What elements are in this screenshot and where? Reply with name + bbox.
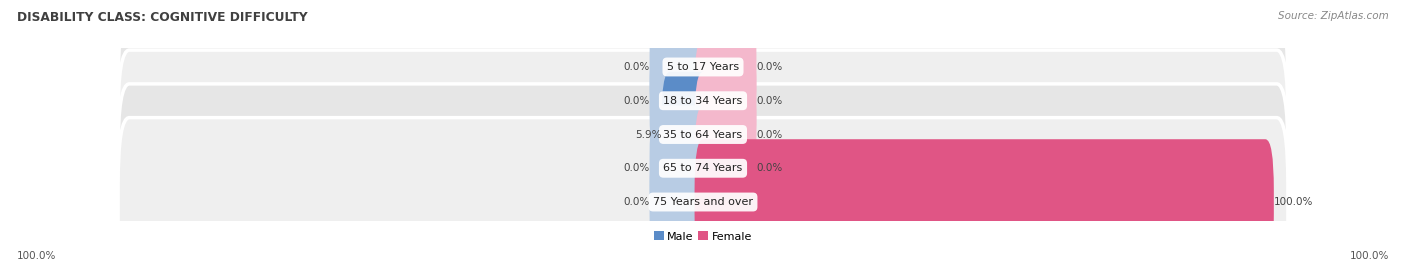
Text: 18 to 34 Years: 18 to 34 Years — [664, 96, 742, 106]
Text: 100.0%: 100.0% — [1350, 251, 1389, 261]
FancyBboxPatch shape — [118, 118, 1288, 269]
Text: 0.0%: 0.0% — [756, 62, 783, 72]
Text: 0.0%: 0.0% — [623, 163, 650, 173]
FancyBboxPatch shape — [661, 72, 711, 197]
Text: Source: ZipAtlas.com: Source: ZipAtlas.com — [1278, 11, 1389, 21]
FancyBboxPatch shape — [650, 139, 711, 265]
FancyBboxPatch shape — [695, 72, 756, 197]
Text: 5.9%: 5.9% — [636, 129, 661, 140]
FancyBboxPatch shape — [650, 38, 711, 164]
FancyBboxPatch shape — [695, 4, 756, 130]
Text: 5 to 17 Years: 5 to 17 Years — [666, 62, 740, 72]
Text: 0.0%: 0.0% — [756, 163, 783, 173]
FancyBboxPatch shape — [118, 16, 1288, 185]
Text: 75 Years and over: 75 Years and over — [652, 197, 754, 207]
FancyBboxPatch shape — [118, 0, 1288, 151]
Text: 0.0%: 0.0% — [756, 129, 783, 140]
FancyBboxPatch shape — [650, 4, 711, 130]
Text: DISABILITY CLASS: COGNITIVE DIFFICULTY: DISABILITY CLASS: COGNITIVE DIFFICULTY — [17, 11, 308, 24]
Legend: Male, Female: Male, Female — [650, 227, 756, 246]
Text: 65 to 74 Years: 65 to 74 Years — [664, 163, 742, 173]
Text: 35 to 64 Years: 35 to 64 Years — [664, 129, 742, 140]
Text: 0.0%: 0.0% — [623, 96, 650, 106]
Text: 100.0%: 100.0% — [1274, 197, 1313, 207]
Text: 0.0%: 0.0% — [623, 62, 650, 72]
FancyBboxPatch shape — [695, 105, 756, 231]
Text: 0.0%: 0.0% — [623, 197, 650, 207]
FancyBboxPatch shape — [695, 38, 756, 164]
FancyBboxPatch shape — [118, 50, 1288, 219]
FancyBboxPatch shape — [695, 139, 1274, 265]
Text: 0.0%: 0.0% — [756, 96, 783, 106]
Text: 100.0%: 100.0% — [17, 251, 56, 261]
FancyBboxPatch shape — [118, 84, 1288, 253]
FancyBboxPatch shape — [650, 105, 711, 231]
